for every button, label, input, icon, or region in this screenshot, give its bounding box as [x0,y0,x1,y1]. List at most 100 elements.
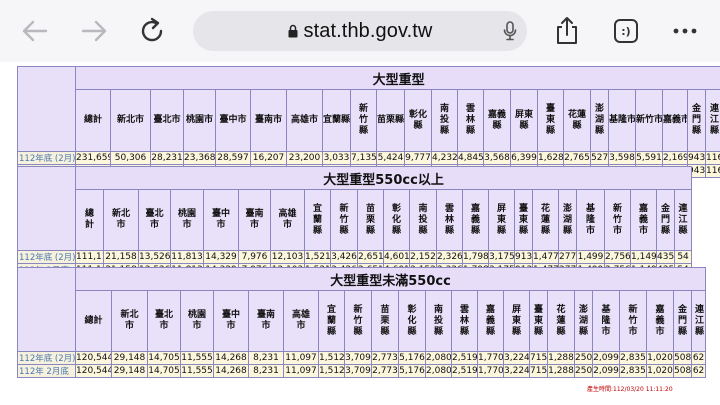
url-text: stat.thb.gov.tw [303,19,433,42]
stats-table-3: 大型重型未滿550cc 總計 新北市 臺北市 桃園市 臺中市 臺南市 高雄市 宜蘭縣 新竹縣 苗栗縣… [17,267,707,378]
table-cell: 2,756 [604,250,631,264]
table-cell: 2,152 [409,250,437,264]
column-header: 新北市 [110,89,151,152]
share-icon[interactable] [552,16,582,46]
table-cell: 2,099 [592,364,620,378]
table-cell: 2,080 [425,364,452,378]
table-cell: 3,175 [488,250,515,264]
table-cell: 29,148 [111,351,148,365]
table-cell: 2,651 [357,250,384,264]
table-cell: 250 [574,364,593,378]
microphone-icon[interactable] [503,21,517,45]
table-cell: 1,020 [646,364,674,378]
table-cell: 3,033 [322,151,351,165]
more-icon[interactable] [670,16,700,46]
column-header: 基隆市 [608,89,636,152]
column-header: 南投縣 [409,189,437,251]
column-header: 宜蘭縣 [318,290,345,352]
column-header: 臺南市 [250,89,287,152]
table-cell: 28,597 [215,151,251,165]
table-cell: 7,976 [238,250,271,264]
column-header: 澎湖縣 [558,189,577,251]
column-header: 苗栗縣 [376,89,405,152]
table-cell: 3,598 [608,151,636,165]
table-cell: 5,591 [635,151,663,165]
table-cell: 2,773 [371,351,399,365]
table-cell: 116 [704,164,720,178]
column-header: 花蓮縣 [563,89,591,152]
table-cell: 1,770 [477,351,504,365]
table-cell: 5,176 [398,364,426,378]
column-header: 嘉義市 [646,290,674,352]
column-header: 澎湖縣 [574,290,593,352]
column-header: 臺南市 [238,189,271,251]
column-header: 新竹市 [619,290,647,352]
address-bar[interactable]: stat.thb.gov.tw [193,11,527,51]
table-cell: 1,512 [318,364,345,378]
table-cell: 277 [558,250,577,264]
column-header: 彰化縣 [404,89,432,152]
column-header: 雲林縣 [457,89,484,152]
column-header: 新北市 [103,189,139,251]
column-header: 高雄市 [270,189,305,251]
table-cell: 3,224 [503,351,530,365]
column-header: 雲林縣 [451,290,478,352]
tabs-button[interactable]: :) [611,16,641,46]
column-header: 花蓮縣 [547,290,575,352]
forward-arrow-icon[interactable] [79,16,109,46]
table-cell: 1,288 [547,351,575,365]
table-cell: 9,777 [404,151,432,165]
lock-icon [288,24,298,38]
table-cell: 14,329 [203,250,239,264]
table-cell: 1,512 [318,351,345,365]
table-cell: 1,798 [462,250,489,264]
table-cell: 2,519 [451,351,478,365]
column-header: 基隆市 [592,290,620,352]
column-header: 連江縣 [704,89,720,152]
column-header: 連江縣 [690,290,707,352]
column-header: 臺東縣 [529,290,548,352]
column-header: 嘉義市 [630,189,657,251]
back-arrow-icon[interactable] [20,16,50,46]
table-cell: 2,326 [436,250,463,264]
column-header: 新竹市 [604,189,631,251]
stats-table-1: 大型重型 總計 新北市 臺北市 桃園市 臺中市 臺南市 高雄市 宜蘭縣 新竹縣 苗栗縣 彰化縣 南投縣雲… [17,66,720,178]
table-cell: 11,555 [180,364,214,378]
column-header: 臺中市 [213,290,249,352]
corner-cell [17,66,76,152]
column-header: 總計 [75,89,111,152]
table-cell: 62 [690,351,707,365]
table-cell: 508 [673,364,692,378]
column-header: 宜蘭縣 [322,89,351,152]
column-header: 臺中市 [203,189,239,251]
table-cell: 11,555 [180,351,214,365]
page-content: 大型重型 總計 新北市 臺北市 桃園市 臺中市 臺南市 高雄市 宜蘭縣 新竹縣 苗栗縣 彰化縣 南投縣雲… [0,62,720,405]
table-cell: 14,268 [213,364,249,378]
corner-cell [17,267,76,352]
table-cell: 2,835 [619,364,647,378]
column-header: 臺東縣 [514,189,533,251]
table-cell: 1,020 [646,351,674,365]
table-row: 112年底 (2月)111,11521,15813,52611,81314,32… [17,250,693,264]
table-cell: 3,426 [330,250,358,264]
reload-icon[interactable] [138,16,168,46]
column-header: 臺中市 [215,89,251,152]
column-header: 高雄市 [283,290,319,352]
column-header: 花蓮縣 [532,189,559,251]
column-header: 金門縣 [687,89,706,152]
table-cell: 29,148 [111,364,148,378]
column-header: 新竹市 [635,89,663,152]
table-row: 112年底 (2月) 120,544 29,148 14,705 11,555 14,26… [17,351,707,365]
table-cell: 1,628 [537,151,564,165]
table-title: 大型重型 [74,66,720,90]
table-cell: 4,232 [431,151,458,165]
stats-table-2: 大型重型550cc以上 總計 新北市 臺北市 桃園市 臺中市 臺南市 高雄市 宜蘭縣 新竹縣 苗栗縣… [17,166,693,277]
column-header: 屏東縣 [510,89,538,152]
table-cell: 435 [656,250,675,264]
table-cell: 913 [514,250,533,264]
table-cell: 1,521 [304,250,331,264]
column-header: 彰化縣 [383,189,410,251]
column-header: 基隆市 [576,189,605,251]
column-header: 桃園市 [180,290,214,352]
column-header: 總計 [75,189,104,251]
